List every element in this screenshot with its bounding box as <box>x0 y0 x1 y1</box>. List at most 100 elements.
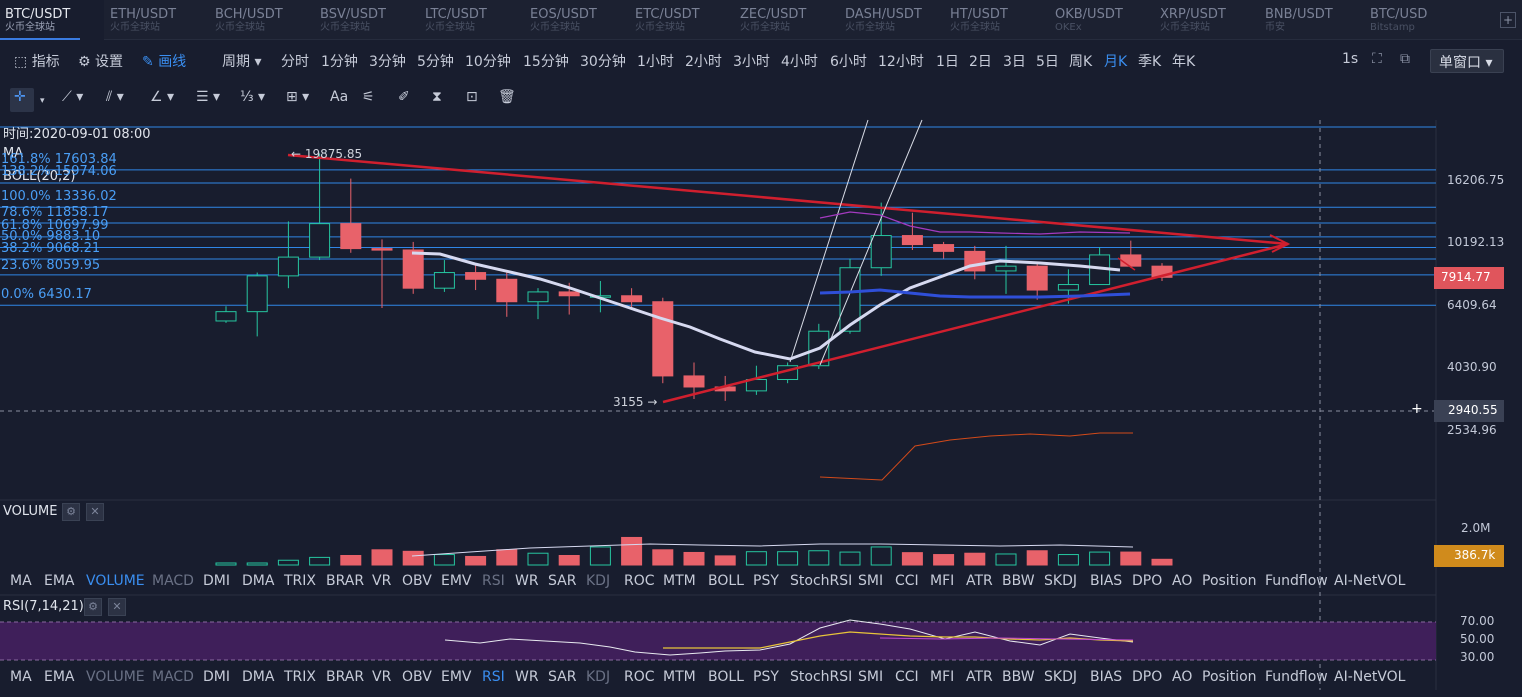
popout-icon[interactable]: ⧉ <box>1400 51 1410 67</box>
period-option[interactable]: 季K <box>1138 54 1162 70</box>
fullscreen-icon[interactable]: ⛶ <box>1372 51 1382 67</box>
indicator-tab[interactable]: KDJ <box>586 573 611 589</box>
period-option[interactable]: 3分钟 <box>369 54 406 70</box>
pair-tab[interactable]: DASH/USDT 火币全球站 <box>840 0 944 40</box>
indicator-tab[interactable]: BIAS <box>1090 669 1123 685</box>
indicator-tab[interactable]: TRIX <box>284 669 316 685</box>
volume-close-icon[interactable]: ✕ <box>86 503 104 521</box>
indicator-tab[interactable]: ROC <box>624 573 655 589</box>
indicator-tab[interactable]: ROC <box>624 669 655 685</box>
period-option[interactable]: 4小时 <box>781 54 818 70</box>
indicator-tab[interactable]: TRIX <box>284 573 316 589</box>
indicator-tab[interactable]: MACD <box>152 669 194 685</box>
indicator-tab[interactable]: SKDJ <box>1044 573 1077 589</box>
indicator-tab[interactable]: EMA <box>44 573 75 589</box>
indicator-tab[interactable]: VR <box>372 573 392 589</box>
text-tool[interactable]: Aa <box>330 89 349 105</box>
interval-label[interactable]: 1s <box>1342 51 1359 67</box>
period-option[interactable]: 6小时 <box>830 54 867 70</box>
indicator-tab[interactable]: SAR <box>548 573 577 589</box>
indicator-tab[interactable]: StochRSI <box>790 669 853 685</box>
indicator-tab[interactable]: MTM <box>663 669 696 685</box>
pair-tab[interactable]: LTC/USDT 火币全球站 <box>420 0 524 40</box>
indicator-tab[interactable]: MACD <box>152 573 194 589</box>
indicator-tab[interactable]: VOLUME <box>86 573 145 589</box>
pair-tab[interactable]: XRP/USDT 火币全球站 <box>1155 0 1259 40</box>
indicator-tab[interactable]: PSY <box>753 669 779 685</box>
indicator-tab[interactable]: CCI <box>895 669 919 685</box>
indicator-tab[interactable]: MA <box>10 573 32 589</box>
period-option[interactable]: 2小时 <box>685 54 722 70</box>
draw-button[interactable]: ✎ 画线 <box>142 54 187 70</box>
indicator-tab[interactable]: WR <box>515 573 539 589</box>
period-option[interactable]: 1分钟 <box>321 54 358 70</box>
period-option[interactable]: 3小时 <box>733 54 770 70</box>
indicator-tab[interactable]: AO <box>1172 573 1193 589</box>
pair-tab[interactable]: BNB/USDT 币安 <box>1260 0 1364 40</box>
pair-tab[interactable]: BSV/USDT 火币全球站 <box>315 0 419 40</box>
indicator-tab[interactable]: Position <box>1202 669 1257 685</box>
pair-tab[interactable]: ZEC/USDT 火币全球站 <box>735 0 839 40</box>
pair-tab[interactable]: BTC/USDT 火币全球站 <box>0 0 104 40</box>
period-option[interactable]: 年K <box>1172 54 1196 70</box>
lock-icon[interactable]: ⊡ <box>466 89 478 105</box>
indicator-tab[interactable]: Position <box>1202 573 1257 589</box>
add-alert-icon[interactable]: + <box>1411 401 1423 417</box>
fib-tool-icon[interactable]: ⅓ ▾ <box>240 89 266 105</box>
period-option[interactable]: 2日 <box>969 54 992 70</box>
angle-tool-icon[interactable]: ∠ ▾ <box>150 89 175 105</box>
indicator-tab[interactable]: MTM <box>663 573 696 589</box>
indicator-tab[interactable]: AI-NetVOL <box>1334 573 1406 589</box>
indicators-button[interactable]: ⬚ 指标 <box>14 54 60 70</box>
pair-tab[interactable]: BTC/USD Bitstamp <box>1365 0 1469 40</box>
pair-tab[interactable]: ETH/USDT 火币全球站 <box>105 0 209 40</box>
period-option[interactable]: 5分钟 <box>417 54 454 70</box>
indicator-tab[interactable]: DMA <box>242 573 275 589</box>
period-option[interactable]: 1日 <box>936 54 959 70</box>
period-option[interactable]: 月K <box>1104 54 1128 70</box>
indicator-tab[interactable]: EMA <box>44 669 75 685</box>
indicator-tab[interactable]: MFI <box>930 573 955 589</box>
indicator-tab[interactable]: ATR <box>966 573 993 589</box>
indicator-tab[interactable]: BRAR <box>326 669 365 685</box>
indicator-tab[interactable]: RSI <box>482 669 505 685</box>
pair-tab[interactable]: HT/USDT 火币全球站 <box>945 0 1049 40</box>
indicator-tab[interactable]: AO <box>1172 669 1193 685</box>
indicator-tab[interactable]: DPO <box>1132 669 1163 685</box>
indicator-tab[interactable]: Fundflow <box>1265 669 1328 685</box>
settings-button[interactable]: ⚙ 设置 <box>78 54 124 70</box>
indicator-tab[interactable]: BBW <box>1002 573 1035 589</box>
period-option[interactable]: 12小时 <box>878 54 924 70</box>
period-option[interactable]: 15分钟 <box>523 54 569 70</box>
rsi-close-icon[interactable]: ✕ <box>108 598 126 616</box>
indicator-tab[interactable]: BOLL <box>708 573 744 589</box>
period-option[interactable]: 1小时 <box>637 54 674 70</box>
indicator-tab[interactable]: EMV <box>441 573 472 589</box>
period-option[interactable]: 分时 <box>281 54 309 70</box>
indicator-tab[interactable]: MFI <box>930 669 955 685</box>
indicator-tab[interactable]: BBW <box>1002 669 1035 685</box>
period-dropdown[interactable]: 周期 ▾ <box>222 54 262 70</box>
indicator-tab[interactable]: Fundflow <box>1265 573 1328 589</box>
indicator-tab[interactable]: ATR <box>966 669 993 685</box>
channel-tool-icon[interactable]: ⫽ ▾ <box>106 89 124 105</box>
period-option[interactable]: 30分钟 <box>580 54 626 70</box>
window-select[interactable]: 单窗口 ▾ <box>1430 49 1504 73</box>
indicator-tab[interactable]: AI-NetVOL <box>1334 669 1406 685</box>
indicator-tab[interactable]: KDJ <box>586 669 611 685</box>
indicator-tab[interactable]: SMI <box>858 669 884 685</box>
indicator-tab[interactable]: SMI <box>858 573 884 589</box>
pair-tab[interactable]: EOS/USDT 火币全球站 <box>525 0 629 40</box>
indicator-tab[interactable]: DMI <box>203 669 230 685</box>
period-option[interactable]: 10分钟 <box>465 54 511 70</box>
indicator-tab[interactable]: DPO <box>1132 573 1163 589</box>
indicator-tab[interactable]: WR <box>515 669 539 685</box>
indicator-tab[interactable]: VR <box>372 669 392 685</box>
indicator-tab[interactable]: BOLL <box>708 669 744 685</box>
brush-icon[interactable]: ✐ <box>398 89 410 105</box>
volume-settings-icon[interactable]: ⚙ <box>62 503 80 521</box>
pair-tab[interactable]: BCH/USDT 火币全球站 <box>210 0 314 40</box>
indicator-tab[interactable]: BRAR <box>326 573 365 589</box>
indicator-tab[interactable]: OBV <box>402 573 432 589</box>
